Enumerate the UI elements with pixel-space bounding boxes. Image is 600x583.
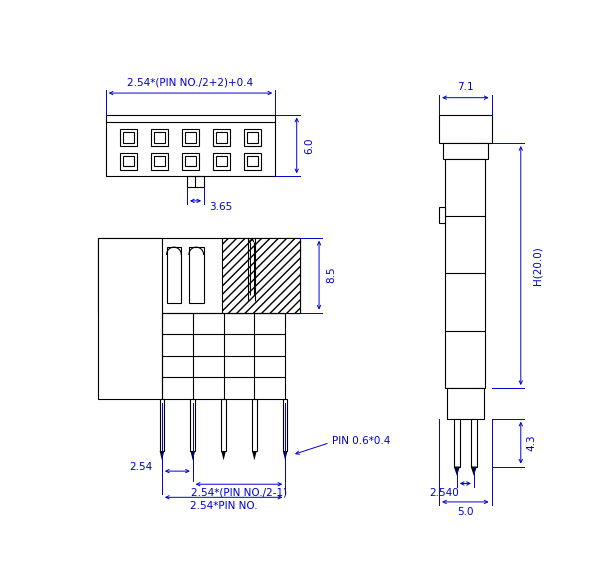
Text: 2.54: 2.54 — [129, 462, 152, 472]
Polygon shape — [252, 451, 257, 461]
Bar — [167, 247, 181, 303]
Bar — [244, 153, 261, 170]
Bar — [154, 156, 165, 167]
Bar — [443, 143, 488, 159]
Text: 7.1: 7.1 — [457, 82, 473, 92]
Polygon shape — [221, 451, 226, 461]
Bar — [190, 399, 195, 451]
Bar — [471, 419, 477, 466]
Polygon shape — [454, 466, 460, 476]
Bar — [187, 176, 204, 187]
Bar — [447, 388, 484, 419]
Bar — [185, 132, 196, 143]
Text: 2.540: 2.540 — [429, 489, 458, 498]
Bar — [185, 156, 196, 167]
Bar — [106, 115, 275, 176]
Text: 6.0: 6.0 — [304, 137, 314, 154]
Text: 8.5: 8.5 — [326, 267, 337, 283]
Polygon shape — [160, 451, 164, 461]
Bar — [216, 156, 227, 167]
Bar — [156, 238, 300, 312]
Text: PIN 0.6*0.4: PIN 0.6*0.4 — [332, 436, 391, 446]
Text: 3.65: 3.65 — [209, 202, 233, 212]
Polygon shape — [190, 451, 195, 461]
Bar — [213, 153, 230, 170]
Bar — [283, 399, 287, 451]
Text: 5.0: 5.0 — [457, 507, 473, 517]
Polygon shape — [283, 451, 287, 461]
Bar — [154, 132, 165, 143]
Bar — [151, 129, 168, 146]
Bar — [445, 159, 485, 388]
Bar — [247, 132, 258, 143]
Text: H(20.0): H(20.0) — [533, 246, 543, 285]
Bar — [252, 399, 257, 451]
Bar — [123, 132, 134, 143]
Bar — [216, 132, 227, 143]
Text: 2.54*(PIN NO./2-1): 2.54*(PIN NO./2-1) — [191, 488, 287, 498]
Bar — [222, 238, 300, 312]
Bar — [189, 247, 203, 303]
Text: 4.3: 4.3 — [527, 434, 536, 451]
Bar — [182, 153, 199, 170]
Polygon shape — [471, 466, 477, 476]
Bar — [244, 129, 261, 146]
Bar — [120, 153, 137, 170]
Bar — [160, 399, 164, 451]
Bar — [182, 129, 199, 146]
Text: 2.54*PIN NO.: 2.54*PIN NO. — [190, 501, 257, 511]
Bar — [120, 129, 137, 146]
Bar — [98, 238, 162, 399]
Bar — [123, 156, 134, 167]
Bar — [98, 238, 156, 312]
Bar — [247, 156, 258, 167]
Bar — [221, 399, 226, 451]
Bar — [439, 208, 445, 223]
Text: 2.54*(PIN NO./2+2)+0.4: 2.54*(PIN NO./2+2)+0.4 — [127, 78, 254, 87]
Bar — [454, 419, 460, 466]
Bar — [213, 129, 230, 146]
Bar — [151, 153, 168, 170]
Bar — [439, 115, 491, 143]
